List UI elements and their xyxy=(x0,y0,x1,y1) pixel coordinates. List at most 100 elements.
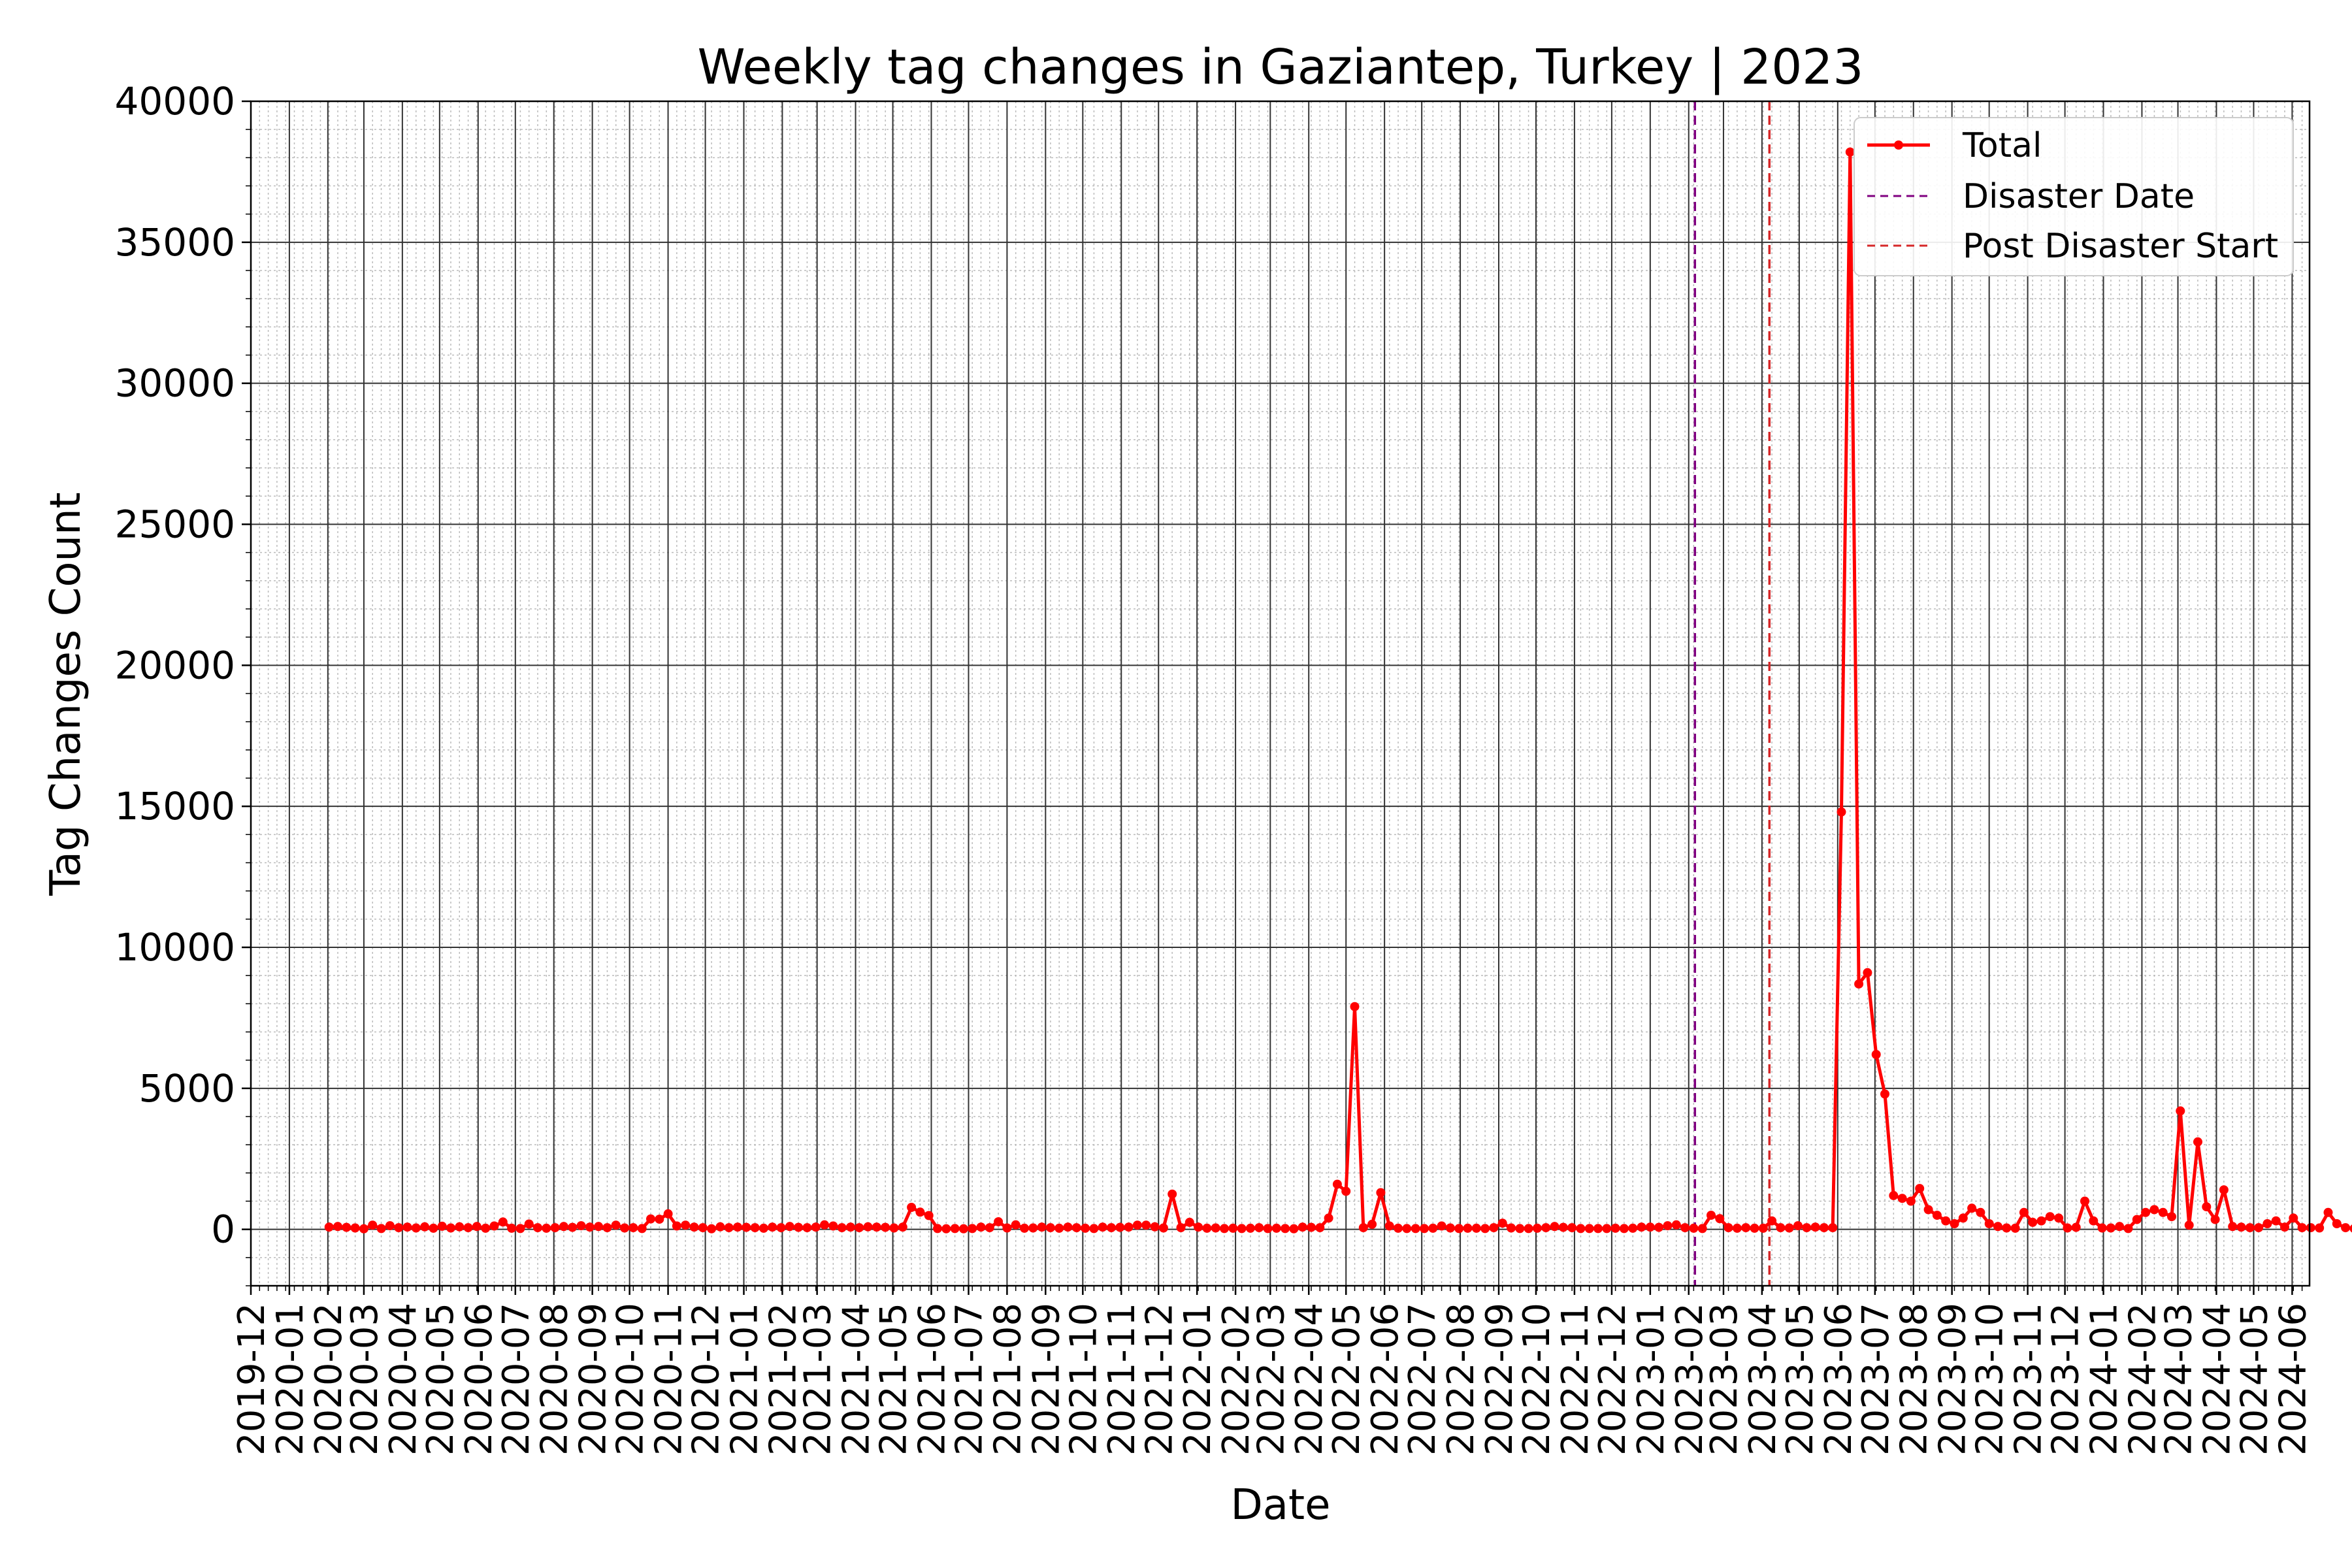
data-point xyxy=(568,1222,578,1232)
data-point xyxy=(1054,1223,1064,1233)
data-point xyxy=(2063,1223,2072,1233)
data-point xyxy=(828,1221,838,1231)
data-point xyxy=(855,1223,864,1233)
data-point xyxy=(1707,1211,1716,1220)
x-tick-label: 2024-03 xyxy=(2158,1303,2200,1456)
data-point xyxy=(2306,1223,2315,1233)
data-point xyxy=(1654,1222,1664,1232)
data-point xyxy=(1350,1002,1360,1011)
data-point xyxy=(976,1222,986,1232)
data-point xyxy=(2097,1223,2107,1233)
data-point xyxy=(1558,1222,1568,1232)
data-point xyxy=(1332,1179,1342,1189)
data-point xyxy=(707,1224,717,1233)
data-point xyxy=(2262,1219,2272,1228)
data-point xyxy=(1889,1190,1899,1200)
legend-label-post-disaster-start: Post Disaster Start xyxy=(1963,227,2278,266)
data-point xyxy=(446,1223,455,1233)
x-tick-label: 2022-06 xyxy=(1364,1303,1407,1456)
data-point xyxy=(2132,1215,2142,1224)
data-point xyxy=(1619,1224,1629,1233)
data-point xyxy=(1645,1222,1655,1232)
data-point xyxy=(350,1223,360,1233)
data-point xyxy=(1237,1224,1247,1233)
x-tick-label: 2021-01 xyxy=(723,1303,766,1456)
data-point xyxy=(2245,1223,2255,1233)
data-point xyxy=(1976,1207,1985,1217)
legend-label-disaster-date: Disaster Date xyxy=(1963,177,2195,216)
data-point xyxy=(2149,1205,2159,1215)
data-point xyxy=(376,1224,386,1233)
data-point xyxy=(2210,1215,2220,1224)
data-point xyxy=(898,1222,907,1232)
data-point xyxy=(1307,1222,1316,1232)
data-point xyxy=(1037,1222,1047,1232)
data-point xyxy=(1445,1223,1455,1233)
data-point xyxy=(368,1220,378,1230)
data-point xyxy=(1098,1222,1107,1232)
data-point xyxy=(1289,1224,1299,1233)
data-point xyxy=(542,1223,551,1233)
data-point xyxy=(2271,1216,2281,1226)
data-point xyxy=(1671,1220,1681,1230)
data-point xyxy=(672,1221,681,1231)
x-tick-label: 2021-08 xyxy=(987,1303,1029,1456)
data-point xyxy=(437,1221,447,1231)
x-tick-label: 2023-02 xyxy=(1669,1303,1711,1456)
data-point xyxy=(2123,1224,2133,1233)
data-point xyxy=(1715,1214,1725,1224)
x-tick-label: 2021-10 xyxy=(1062,1303,1105,1456)
data-point xyxy=(2036,1216,2046,1226)
x-tick-label: 2024-05 xyxy=(2233,1303,2276,1456)
data-point xyxy=(1271,1223,1281,1233)
data-point xyxy=(1184,1217,1194,1227)
data-point xyxy=(1932,1211,1942,1220)
data-point xyxy=(1863,968,1872,977)
data-point xyxy=(524,1219,534,1229)
x-tick-label: 2023-12 xyxy=(2045,1303,2087,1456)
data-point xyxy=(1958,1213,1968,1223)
data-point xyxy=(2219,1185,2229,1195)
data-point xyxy=(1993,1222,2002,1232)
data-point xyxy=(1906,1196,1916,1206)
data-point xyxy=(1263,1224,1273,1233)
x-axis-label: Date xyxy=(1231,1481,1331,1529)
x-tick-label: 2021-07 xyxy=(948,1303,990,1456)
data-point xyxy=(2323,1207,2333,1217)
y-tick-label: 30000 xyxy=(114,361,235,406)
y-axis-label: Tag Changes Count xyxy=(42,492,90,896)
y-tick-label: 25000 xyxy=(114,502,235,547)
data-point xyxy=(1168,1189,1177,1199)
data-point xyxy=(646,1214,655,1224)
data-point xyxy=(1776,1223,1786,1233)
data-point xyxy=(733,1222,742,1232)
data-point xyxy=(1602,1224,1612,1233)
data-point xyxy=(1550,1222,1560,1232)
data-point xyxy=(2193,1137,2202,1147)
x-tick-label: 2021-09 xyxy=(1025,1303,1068,1456)
data-point xyxy=(1732,1223,1742,1233)
data-point xyxy=(498,1217,508,1227)
x-tick-label: 2019-12 xyxy=(231,1303,273,1456)
data-point xyxy=(463,1223,473,1233)
data-point xyxy=(907,1203,917,1212)
data-point xyxy=(2045,1212,2055,1222)
data-point xyxy=(2106,1223,2115,1233)
data-point xyxy=(759,1223,768,1233)
x-tick-label: 2022-11 xyxy=(1554,1303,1597,1456)
data-point xyxy=(1454,1224,1464,1233)
x-axis: 2019-122020-012020-022020-032020-042020-… xyxy=(231,1286,2314,1456)
data-point xyxy=(515,1224,525,1233)
data-point xyxy=(2280,1222,2289,1232)
data-point xyxy=(1741,1223,1751,1233)
data-point xyxy=(1637,1222,1646,1232)
data-point xyxy=(1141,1220,1151,1230)
data-point xyxy=(1394,1223,1403,1233)
data-point xyxy=(1680,1223,1690,1233)
data-point xyxy=(2071,1222,2081,1232)
data-point xyxy=(507,1223,517,1233)
x-tick-label: 2023-08 xyxy=(1893,1303,1936,1456)
x-tick-label: 2022-05 xyxy=(1326,1303,1368,1456)
legend-box xyxy=(1854,117,2294,276)
data-point xyxy=(1541,1223,1551,1233)
